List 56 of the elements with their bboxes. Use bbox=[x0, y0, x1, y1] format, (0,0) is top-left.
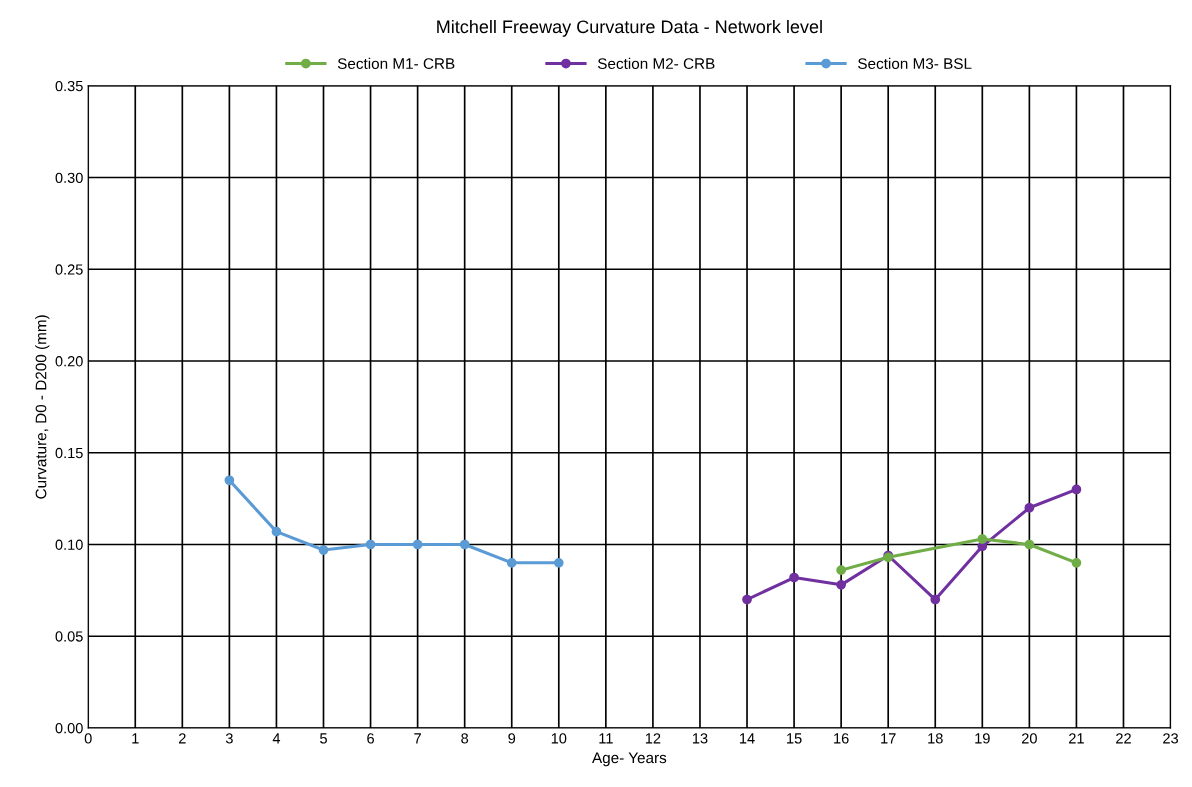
y-tick-label: 0.20 bbox=[55, 356, 83, 367]
point bbox=[836, 579, 846, 590]
x-tick-label: 17 bbox=[881, 733, 896, 744]
point bbox=[836, 565, 846, 576]
x-tick-label: 0 bbox=[84, 733, 92, 744]
point bbox=[224, 475, 235, 486]
x-tick-label: 8 bbox=[461, 733, 469, 744]
point bbox=[742, 594, 752, 605]
point bbox=[1024, 502, 1035, 513]
point bbox=[977, 534, 988, 544]
x-tick-label: 21 bbox=[1069, 733, 1084, 744]
x-tick-label: 3 bbox=[225, 733, 233, 744]
x-tick-label: 10 bbox=[551, 733, 567, 744]
y-tick-label: 0.10 bbox=[55, 539, 83, 550]
x-tick-label: 2 bbox=[179, 733, 186, 744]
y-tick-label: 0.15 bbox=[55, 447, 83, 459]
point bbox=[318, 545, 329, 555]
x-tick-label: 16 bbox=[834, 733, 849, 744]
x-tick-label: 1 bbox=[132, 733, 139, 744]
point bbox=[1071, 484, 1082, 495]
x-tick-label: 9 bbox=[508, 733, 516, 744]
legend-label: Section M2- CRB bbox=[597, 57, 715, 70]
legend-label: Section M1- CRB bbox=[337, 57, 455, 70]
point bbox=[459, 539, 470, 550]
point bbox=[506, 557, 517, 568]
x-tick-label: 5 bbox=[320, 733, 327, 744]
y-tick-label: 0.05 bbox=[55, 631, 83, 642]
y-tick-label: 0.00 bbox=[55, 723, 83, 734]
point bbox=[553, 557, 564, 568]
x-tick-label: 13 bbox=[692, 733, 708, 744]
y-tick-label: 0.25 bbox=[55, 264, 83, 275]
point bbox=[365, 539, 376, 550]
point bbox=[1071, 557, 1082, 568]
x-tick-label: 22 bbox=[1116, 733, 1131, 744]
x-tick-label: 4 bbox=[272, 733, 281, 744]
x-tick-label: 6 bbox=[367, 733, 374, 744]
point bbox=[930, 594, 941, 605]
chart-title: Mitchell Freeway Curvature Data - Network level bbox=[437, 19, 822, 37]
x-tick-label: 7 bbox=[414, 733, 421, 744]
legend-label: Section M3- BSL bbox=[858, 57, 972, 70]
x-tick-label: 20 bbox=[1021, 733, 1037, 744]
x-tick-label: 11 bbox=[599, 733, 613, 744]
x-tick-label: 19 bbox=[975, 733, 990, 744]
point bbox=[1024, 539, 1035, 550]
point bbox=[412, 539, 423, 550]
x-tick-label: 18 bbox=[928, 733, 943, 744]
x-tick-label: 15 bbox=[787, 733, 802, 744]
y-axis-title: Curvature, D0 - D200 (mm) bbox=[35, 315, 50, 499]
point bbox=[789, 572, 799, 583]
x-tick-label: 12 bbox=[645, 733, 661, 744]
x-tick-label: 23 bbox=[1163, 733, 1179, 744]
x-tick-label: 14 bbox=[740, 733, 755, 744]
y-tick-label: 0.30 bbox=[55, 172, 83, 183]
x-axis-title: Age- Years bbox=[592, 752, 667, 767]
y-tick-label: 0.35 bbox=[55, 80, 83, 92]
point bbox=[271, 526, 282, 537]
